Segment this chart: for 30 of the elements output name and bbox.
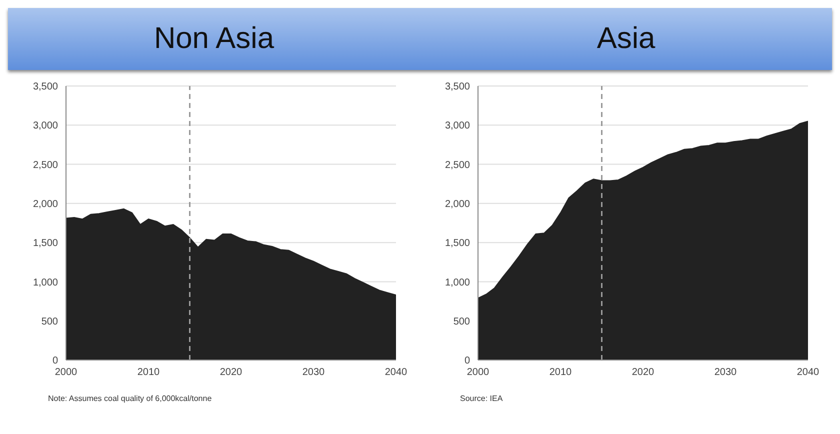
- x-tick-label: 2020: [632, 367, 655, 378]
- x-tick-label: 2020: [220, 367, 243, 378]
- y-tick-label: 1,000: [444, 277, 470, 288]
- y-tick-label: 500: [453, 316, 470, 328]
- y-tick-label: 1,000: [32, 277, 58, 288]
- y-tick-label: 2,500: [32, 160, 58, 171]
- y-tick-label: 3,000: [32, 120, 58, 132]
- y-tick-label: 1,500: [32, 238, 58, 250]
- text: Note: Assumes coal quality of 6,000kcal/tonne: [48, 394, 213, 403]
- y-tick-label: 3,000: [444, 120, 470, 132]
- y-tick-label: 0: [464, 356, 470, 367]
- y-tick-label: 3,500: [444, 82, 470, 93]
- x-tick-label: 2030: [302, 367, 326, 378]
- y-tick-label: 3,500: [32, 82, 58, 93]
- x-tick-label: 2010: [137, 367, 160, 378]
- x-tick-label: 2000: [54, 367, 78, 378]
- source-note: Source: IEA: [460, 394, 504, 403]
- y-tick-label: 2,000: [444, 198, 470, 210]
- x-tick-label: 2000: [466, 367, 490, 378]
- y-tick-label: 1,500: [444, 238, 470, 250]
- x-tick-label: 2010: [549, 367, 572, 378]
- y-tick-label: 500: [41, 316, 58, 328]
- y-tick-label: 0: [52, 356, 58, 367]
- chart-title: Non Asia: [152, 21, 276, 57]
- x-tick-label: 2040: [796, 367, 820, 378]
- x-tick-label: 2030: [714, 367, 738, 378]
- y-tick-label: 2,500: [444, 160, 470, 171]
- x-tick-label: 2040: [384, 367, 408, 378]
- y-tick-label: 2,000: [32, 198, 58, 210]
- chart-title: Asia: [596, 21, 656, 57]
